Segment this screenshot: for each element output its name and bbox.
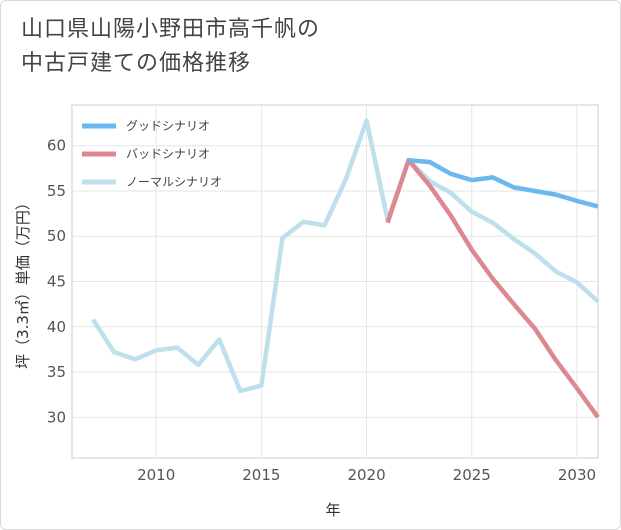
chart-title-line-2: 中古戸建ての価格推移 <box>21 51 252 76</box>
bad-scenario-line <box>385 157 600 419</box>
y-tick-label: 60 <box>47 137 66 155</box>
x-tick-label: 2020 <box>347 466 385 484</box>
normal-scenario-line <box>91 118 600 394</box>
y-tick-label: 40 <box>47 318 66 336</box>
series-layer <box>91 118 600 419</box>
x-tick-label: 2025 <box>453 466 491 484</box>
good-scenario-line <box>408 157 599 209</box>
y-tick-label: 55 <box>47 182 66 200</box>
y-tick-label: 35 <box>47 363 66 381</box>
y-tick-label: 50 <box>47 227 66 245</box>
y-axis-title: 坪（3.3㎡）単価（万円） <box>14 195 32 369</box>
bad-scenario-legend-label: バッドシナリオ <box>126 147 210 161</box>
y-axis-ticks: 30 35 40 45 50 55 60 <box>47 137 66 427</box>
good-scenario-legend-label: グッドシナリオ <box>126 119 210 133</box>
chart-title-line-1: 山口県山陽小野田市高千帆の <box>21 17 321 42</box>
x-axis-title: 年 <box>325 501 340 519</box>
y-tick-label: 30 <box>47 408 66 426</box>
x-tick-label: 2010 <box>137 466 175 484</box>
x-axis-ticks: 2010 2015 2020 2025 2030 <box>137 466 596 484</box>
chart-title: 山口県山陽小野田市高千帆の 中古戸建ての価格推移 <box>21 13 320 81</box>
y-tick-label: 45 <box>47 273 66 291</box>
x-tick-label: 2030 <box>558 466 596 484</box>
x-tick-label: 2015 <box>242 466 280 484</box>
normal-scenario-legend-label: ノーマルシナリオ <box>126 175 222 189</box>
